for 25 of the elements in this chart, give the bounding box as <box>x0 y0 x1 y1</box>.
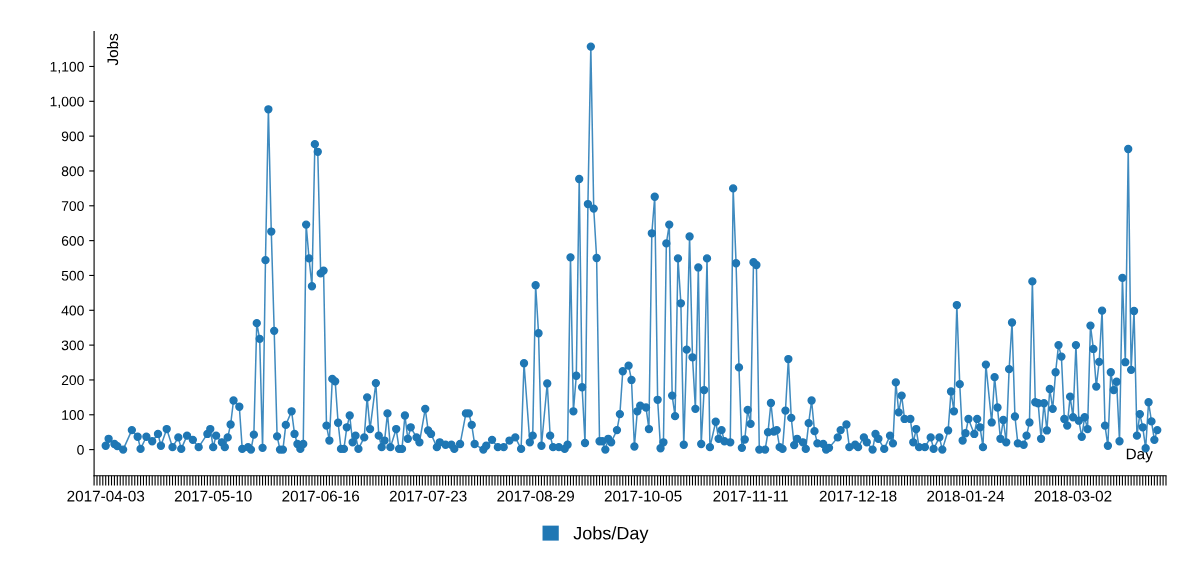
x-tick-label: 2018-03-02 <box>1034 490 1112 502</box>
y-tick-label: 100 <box>62 410 84 420</box>
x-tick-label: 2017-12-18 <box>819 490 897 502</box>
y-tick-label: 700 <box>61 201 84 211</box>
y-tick-label: 500 <box>61 270 84 281</box>
y-tick-label: 0 <box>77 444 84 455</box>
x-axis-title: Day <box>1126 448 1153 463</box>
y-tick-label: 1,100 <box>50 61 84 74</box>
y-tick-label: 300 <box>61 340 84 351</box>
y-tick-label: 800 <box>61 166 84 177</box>
legend-label: Jobs/Day <box>573 526 649 544</box>
y-tick-label: 900 <box>61 131 84 142</box>
x-tick-label: 2017-08-29 <box>497 490 574 502</box>
y-tick-label: 1,000 <box>50 96 84 109</box>
x-tick-label: 2018-01-24 <box>927 490 1005 502</box>
x-tick-label: 2017-06-16 <box>282 490 360 502</box>
y-tick-label: 600 <box>61 235 84 246</box>
x-tick-label: 2017-05-10 <box>174 490 252 502</box>
x-tick-label: 2017-10-05 <box>604 490 682 502</box>
x-tick-label: 2017-11-11 <box>713 490 788 502</box>
x-tick-label: 2017-07-23 <box>389 490 467 502</box>
y-tick-label: 400 <box>61 305 84 316</box>
y-axis-title: Jobs <box>106 33 119 66</box>
x-tick-label: 2017-04-03 <box>67 490 145 502</box>
y-tick-label: 200 <box>61 375 84 386</box>
